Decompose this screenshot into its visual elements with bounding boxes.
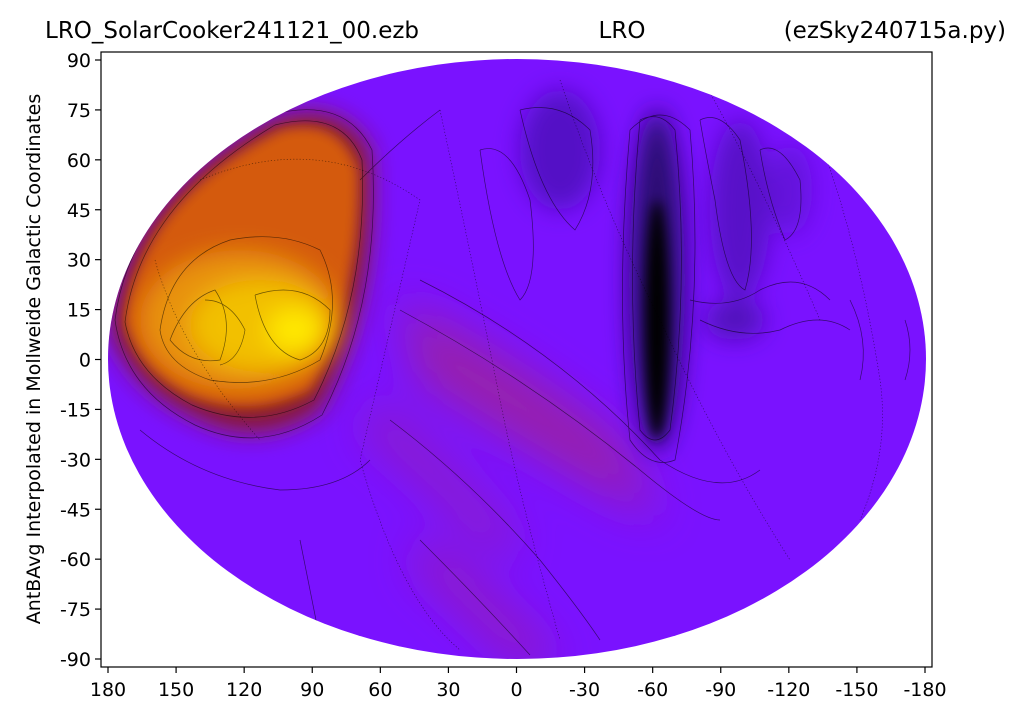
y-tick-label: 30 [67, 250, 91, 272]
x-tick-label: -60 [637, 679, 668, 701]
dark-lobe-3 [705, 300, 765, 340]
x-tick-label: -90 [705, 679, 736, 701]
contour-lines [114, 107, 911, 656]
x-axis: 180 150 120 90 60 30 0 -30 -60 -90 -120 -150 -180 [90, 667, 947, 701]
hot-region-peak [267, 308, 323, 352]
dark-lobe-2 [710, 120, 770, 300]
y-tick-label: -15 [60, 399, 91, 421]
x-tick-label: -30 [569, 679, 600, 701]
y-tick-label: 45 [67, 200, 91, 222]
y-tick-label: -75 [60, 599, 91, 621]
warm-left-band [360, 400, 520, 560]
x-tick-label: 30 [436, 679, 460, 701]
y-tick-label: 0 [79, 350, 91, 372]
y-tick-label: -90 [60, 649, 91, 671]
x-tick-label: -180 [903, 679, 946, 701]
x-tick-label: 120 [226, 679, 262, 701]
x-tick-label: 180 [90, 679, 126, 701]
y-tick-label: 75 [67, 100, 91, 122]
cold-band-core [645, 200, 669, 440]
y-tick-label: 90 [67, 50, 91, 72]
y-axis-label: AntBAvg Interpolated in Mollweide Galact… [23, 94, 45, 624]
dark-lobe-4 [768, 145, 812, 235]
warm-lower-band [410, 540, 560, 659]
chart-title-right: (ezSky240715a.py) [784, 18, 1006, 44]
chart-title-center: LRO [599, 18, 646, 44]
y-tick-label: -30 [60, 449, 91, 471]
y-tick-label: 60 [67, 150, 91, 172]
x-tick-label: -150 [835, 679, 878, 701]
y-axis: 90 75 60 45 30 15 0 -15 -30 -45 -60 -75 -90 [60, 50, 101, 671]
x-tick-label: 90 [300, 679, 324, 701]
x-tick-label: 0 [510, 679, 522, 701]
x-tick-label: 150 [158, 679, 194, 701]
x-tick-label: -120 [767, 679, 810, 701]
y-tick-label: -60 [60, 549, 91, 571]
dark-lobe-1 [520, 90, 600, 210]
mollweide-map [108, 59, 926, 659]
warm-diagonal-band [400, 300, 660, 520]
chart-title-left: LRO_SolarCooker241121_00.ezb [45, 18, 419, 44]
x-tick-label: 60 [368, 679, 392, 701]
y-tick-label: -45 [60, 499, 91, 521]
dotted-grid [154, 74, 883, 651]
y-tick-label: 15 [67, 300, 91, 322]
